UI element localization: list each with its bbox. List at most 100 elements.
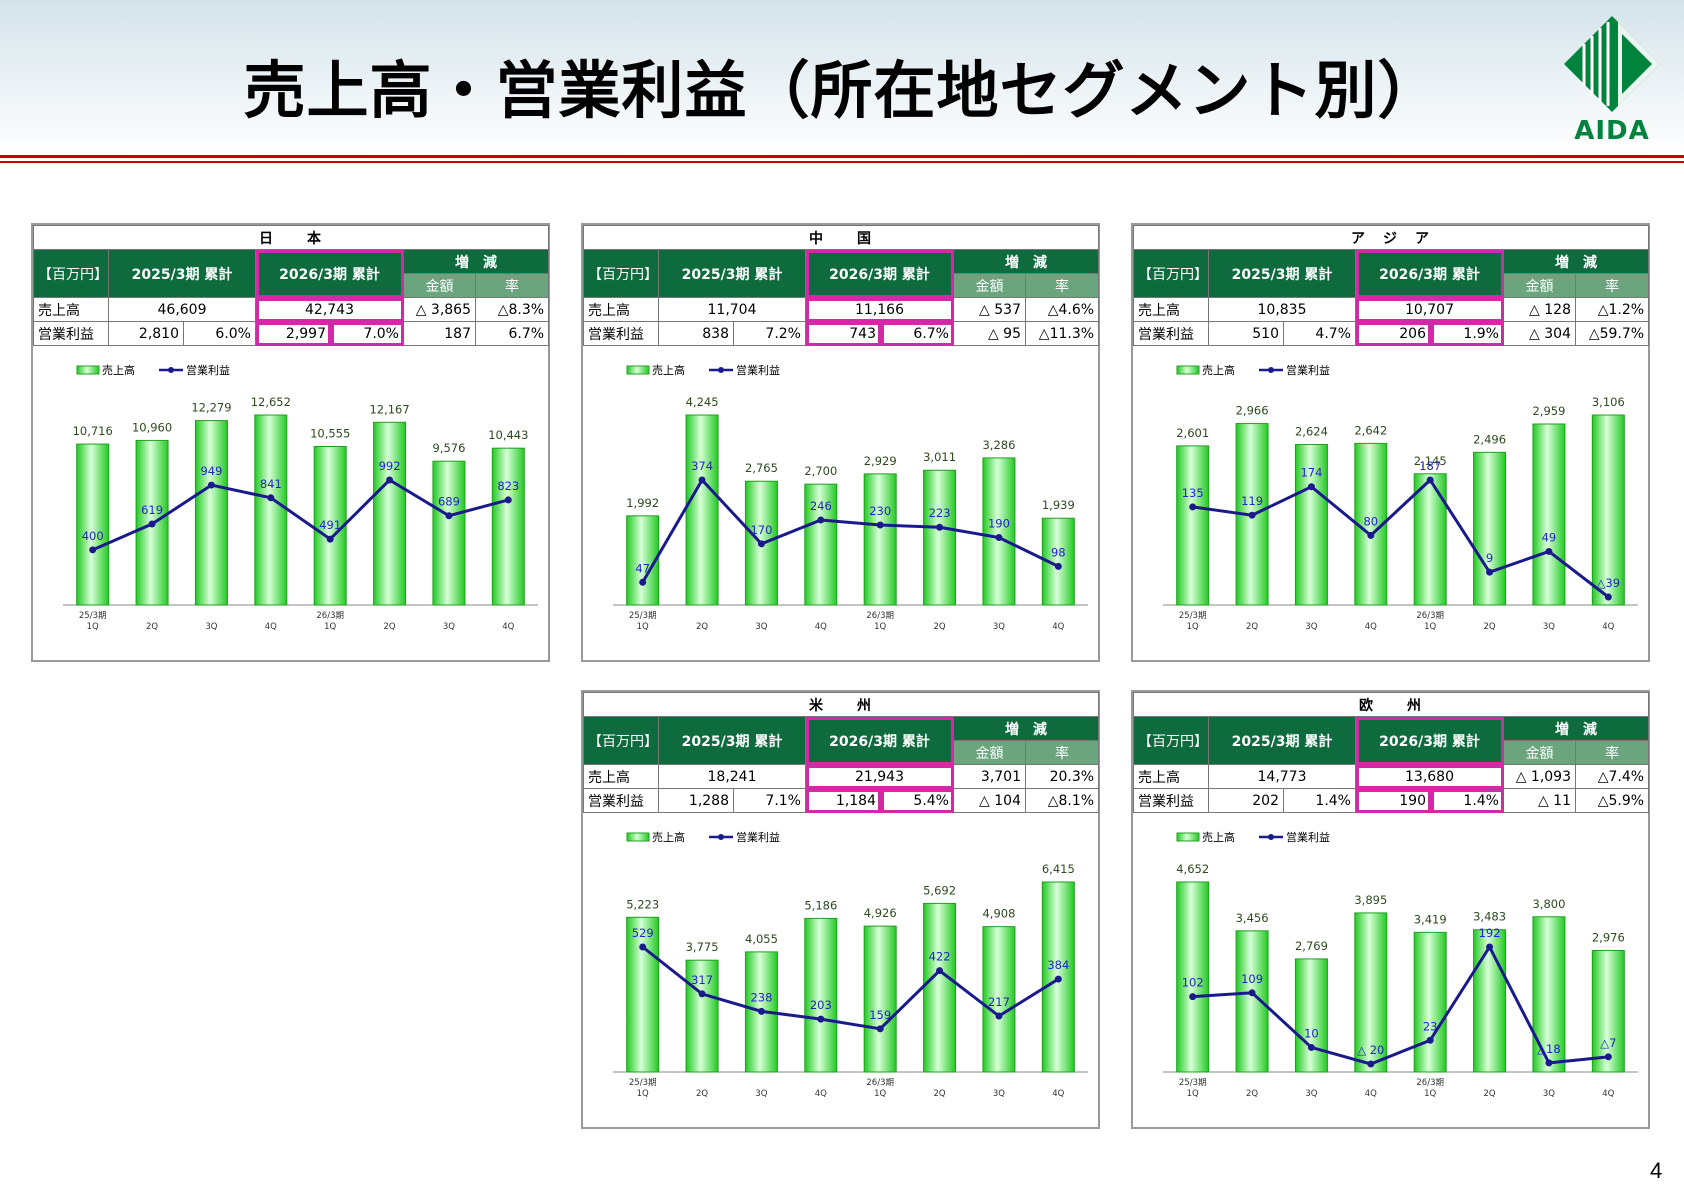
- sales-bar: [1413, 473, 1447, 606]
- x-tick-label: 3Q: [755, 622, 767, 632]
- sales-bar: [1354, 912, 1388, 1073]
- sales-bar-label: 4,908: [982, 907, 1015, 921]
- sales-bar: [863, 473, 897, 606]
- x-tick-label: 25/3期 1Q: [1179, 1078, 1207, 1099]
- unit-label: 【百万円】: [583, 716, 659, 765]
- sales-bar-label: 10,960: [132, 420, 172, 434]
- curr-period-header: 2026/3期 累計: [1355, 716, 1504, 765]
- rate-header: 率: [474, 273, 550, 298]
- sales-bar: [923, 469, 957, 606]
- sales-bar-label: 2,929: [864, 454, 897, 468]
- profit-point: [639, 943, 647, 951]
- margin-curr: 1.9%: [1430, 321, 1504, 346]
- legend-profit-label: 営業利益: [736, 830, 780, 844]
- sales-bar: [1532, 423, 1566, 606]
- sales-bar-label: 3,895: [1354, 893, 1387, 907]
- profit-point-label: 119: [1241, 494, 1263, 508]
- profit-line: [641, 945, 1060, 1031]
- profit-point-label: 384: [1047, 958, 1069, 972]
- sales-bar-label: 4,652: [1176, 862, 1209, 876]
- profit-line: [1192, 943, 1609, 1066]
- sales-bar-label: 2,959: [1532, 404, 1565, 418]
- segment-chart: 売上高 営業利益 4,652 3,456 2,769 3,895 3,419 3,483 3,8…: [1163, 830, 1638, 1099]
- profit-point-label: 80: [1363, 514, 1378, 528]
- legend-profit-marker: [718, 834, 724, 840]
- profit-point-label: 47: [635, 561, 650, 575]
- unit-label: 【百万円】: [583, 249, 659, 298]
- legend-profit-marker: [168, 367, 174, 373]
- title-rule: [0, 155, 1684, 158]
- sales-bar: [1294, 958, 1328, 1073]
- sales-bar-label: 2,976: [1592, 930, 1625, 944]
- sales-bar-label: 3,419: [1414, 912, 1447, 926]
- aida-logo: AIDA: [1560, 14, 1664, 149]
- x-tick-label: 2Q: [1246, 1089, 1258, 1099]
- profit-change-amount: △ 11: [1503, 788, 1576, 813]
- sales-bar-label: 10,716: [73, 424, 113, 438]
- profit-point: [995, 1012, 1003, 1020]
- margin-curr: 6.7%: [880, 321, 954, 346]
- profit-point-label: 217: [988, 995, 1010, 1009]
- legend-sales-label: 売上高: [652, 830, 685, 844]
- profit-point-label: 491: [319, 518, 341, 532]
- sales-row-label: 売上高: [33, 297, 109, 322]
- sales-bar: [1591, 414, 1625, 606]
- x-tick-label: 3Q: [993, 622, 1005, 632]
- sales-bar: [373, 421, 407, 606]
- x-tick-label: 2Q: [1484, 622, 1496, 632]
- profit-point-label: 187: [1419, 459, 1441, 473]
- profit-point: [445, 512, 453, 520]
- profit-point: [817, 1015, 825, 1023]
- page-number: 4: [1650, 1158, 1663, 1183]
- sales-change-rate: △1.2%: [1574, 297, 1650, 322]
- sales-bar-label: 1,939: [1042, 498, 1075, 512]
- profit-point: [757, 1007, 765, 1015]
- profit-point: [267, 494, 275, 502]
- profit-prev: 2,810: [108, 321, 184, 346]
- chart-legend: 売上高 営業利益: [76, 363, 230, 377]
- profit-point: [698, 990, 706, 998]
- sales-bar: [313, 445, 347, 606]
- sales-bar: [194, 420, 228, 606]
- legend-sales-swatch: [76, 365, 100, 375]
- sales-bar: [685, 414, 719, 606]
- profit-point-label: 246: [810, 499, 832, 513]
- sales-bar-label: 3,800: [1532, 897, 1565, 911]
- sales-bar: [626, 515, 660, 606]
- x-tick-label: 25/3期 1Q: [629, 1078, 657, 1099]
- profit-point-label: 823: [497, 479, 519, 493]
- sales-bar: [1041, 881, 1075, 1073]
- legend-profit-marker: [718, 367, 724, 373]
- profit-point-label: 192: [1479, 926, 1501, 940]
- sales-bar-label: 3,483: [1473, 910, 1506, 924]
- chart-legend: 売上高 営業利益: [626, 830, 780, 844]
- segment-table: 米 州 【百万円】 2025/3期 累計 2026/3期 累計 増 減 金額 率…: [582, 692, 1100, 813]
- sales-bar: [804, 483, 838, 606]
- x-tick-label: 25/3期 1Q: [629, 611, 657, 632]
- sales-prev: 46,609: [108, 297, 256, 322]
- change-header: 増 減: [952, 716, 1100, 741]
- segment-table: 日 本 【百万円】 2025/3期 累計 2026/3期 累計 増 減 金額 率…: [32, 225, 550, 346]
- x-tick-label: 4Q: [1052, 1089, 1064, 1099]
- chart-legend: 売上高 営業利益: [626, 363, 780, 377]
- profit-point-label: 422: [929, 950, 951, 964]
- profit-row-label: 営業利益: [1133, 321, 1209, 346]
- sales-bar: [982, 457, 1016, 606]
- margin-curr: 7.0%: [330, 321, 404, 346]
- unit-label: 【百万円】: [33, 249, 109, 298]
- legend-profit-label: 営業利益: [736, 363, 780, 377]
- profit-prev: 838: [658, 321, 734, 346]
- profit-change-rate: △8.1%: [1024, 788, 1100, 813]
- profit-line: [1192, 477, 1610, 599]
- profit-point-label: 49: [1542, 530, 1557, 544]
- change-header: 増 減: [1502, 716, 1650, 741]
- legend-sales-swatch: [626, 365, 650, 375]
- x-tick-label: 26/3期 1Q: [866, 1078, 894, 1099]
- legend-sales-label: 売上高: [652, 363, 685, 377]
- x-tick-label: 2Q: [696, 1089, 708, 1099]
- sales-bar: [1532, 916, 1566, 1073]
- margin-prev: 7.2%: [733, 321, 806, 346]
- profit-point: [1054, 975, 1062, 983]
- profit-change-rate: △59.7%: [1574, 321, 1650, 346]
- x-tick-label: 3Q: [443, 622, 455, 632]
